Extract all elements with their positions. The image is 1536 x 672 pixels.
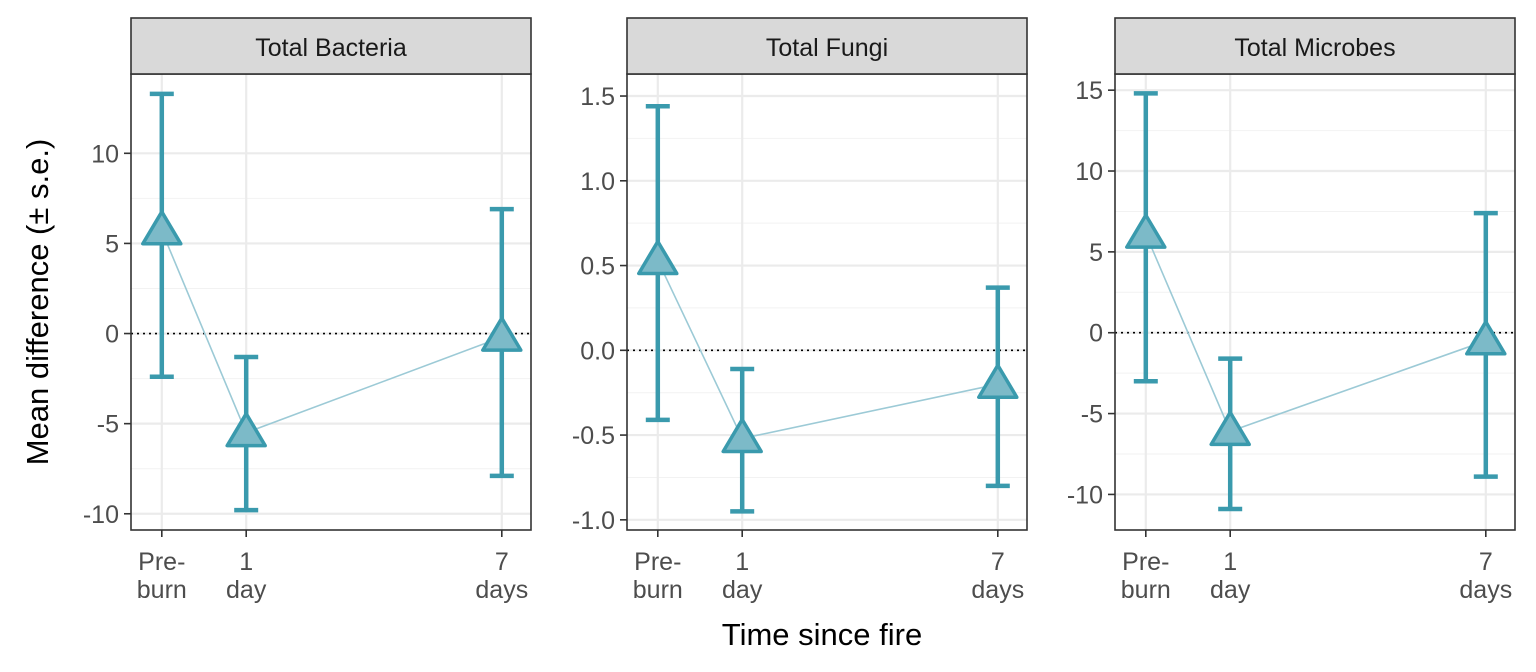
x-tick-label: Pre-: [1122, 548, 1169, 576]
mean-point: [1125, 213, 1167, 249]
y-tick-label: -0.5: [572, 422, 615, 450]
facet-strip-title: Total Microbes: [1234, 34, 1395, 62]
x-tick-label: 7: [495, 548, 509, 576]
x-tick-label: 1: [1223, 548, 1237, 576]
mean-point: [481, 316, 523, 352]
y-tick-label: 1.0: [580, 168, 615, 196]
x-tick-label: days: [475, 576, 528, 604]
plot-background: [627, 74, 1027, 530]
x-tick-label: Pre-: [138, 548, 185, 576]
x-tick-label: day: [1210, 576, 1251, 604]
x-tick-label: 1: [239, 548, 253, 576]
y-tick-label: 0.0: [580, 337, 615, 365]
y-tick-label: 10: [91, 140, 119, 168]
mean-point: [977, 363, 1019, 399]
plot-background: [131, 74, 531, 530]
mean-point: [1209, 410, 1251, 447]
y-tick-label: -1.0: [572, 507, 615, 535]
y-tick-label: 10: [1075, 158, 1103, 186]
y-tick-label: 1.5: [580, 83, 615, 111]
mean-point: [1465, 320, 1507, 356]
x-tick-label: day: [722, 576, 763, 604]
y-tick-label: -10: [1067, 481, 1103, 509]
y-tick-label: 0: [1089, 320, 1103, 348]
y-tick-label: 15: [1075, 77, 1103, 105]
x-tick-label: day: [226, 576, 267, 604]
x-tick-label: 7: [1479, 548, 1493, 576]
x-tick-label: days: [971, 576, 1024, 604]
facet-strip: [626, 17, 1028, 75]
y-tick-label: -5: [1081, 401, 1103, 429]
panel: Total Fungi 1.5 1.0 0.5 0.0 -0.5 -1.0 Pre-burn 1…: [572, 17, 1028, 604]
facet-strip-title: Total Bacteria: [255, 34, 407, 62]
x-axis-title: Time since fire: [722, 617, 922, 652]
x-tick-label: burn: [137, 576, 187, 604]
facet-strip-title: Total Fungi: [766, 34, 888, 62]
y-tick-label: 5: [1089, 239, 1103, 267]
y-tick-label: 5: [105, 230, 119, 258]
mean-point: [637, 239, 679, 276]
y-tick-label: 0: [105, 321, 119, 349]
y-tick-label: -10: [83, 501, 119, 529]
mean-point: [225, 411, 267, 448]
x-tick-label: burn: [1121, 576, 1171, 604]
y-tick-label: -5: [97, 411, 119, 439]
panels: Total Bacteria1050-5-10Pre-burn1day7days…: [83, 17, 1516, 604]
mean-point: [721, 417, 763, 454]
x-tick-label: Pre-: [634, 548, 681, 576]
x-tick-label: burn: [633, 576, 683, 604]
y-axis-title: Mean difference (± s.e.): [20, 139, 55, 466]
facet-strip: [1114, 17, 1516, 75]
facet-strip: [130, 17, 532, 75]
x-tick-label: 1: [735, 548, 749, 576]
y-tick-label: 0.5: [580, 253, 615, 281]
x-tick-label: 7: [991, 548, 1005, 576]
x-tick-label: days: [1459, 576, 1512, 604]
mean-point: [141, 210, 183, 246]
